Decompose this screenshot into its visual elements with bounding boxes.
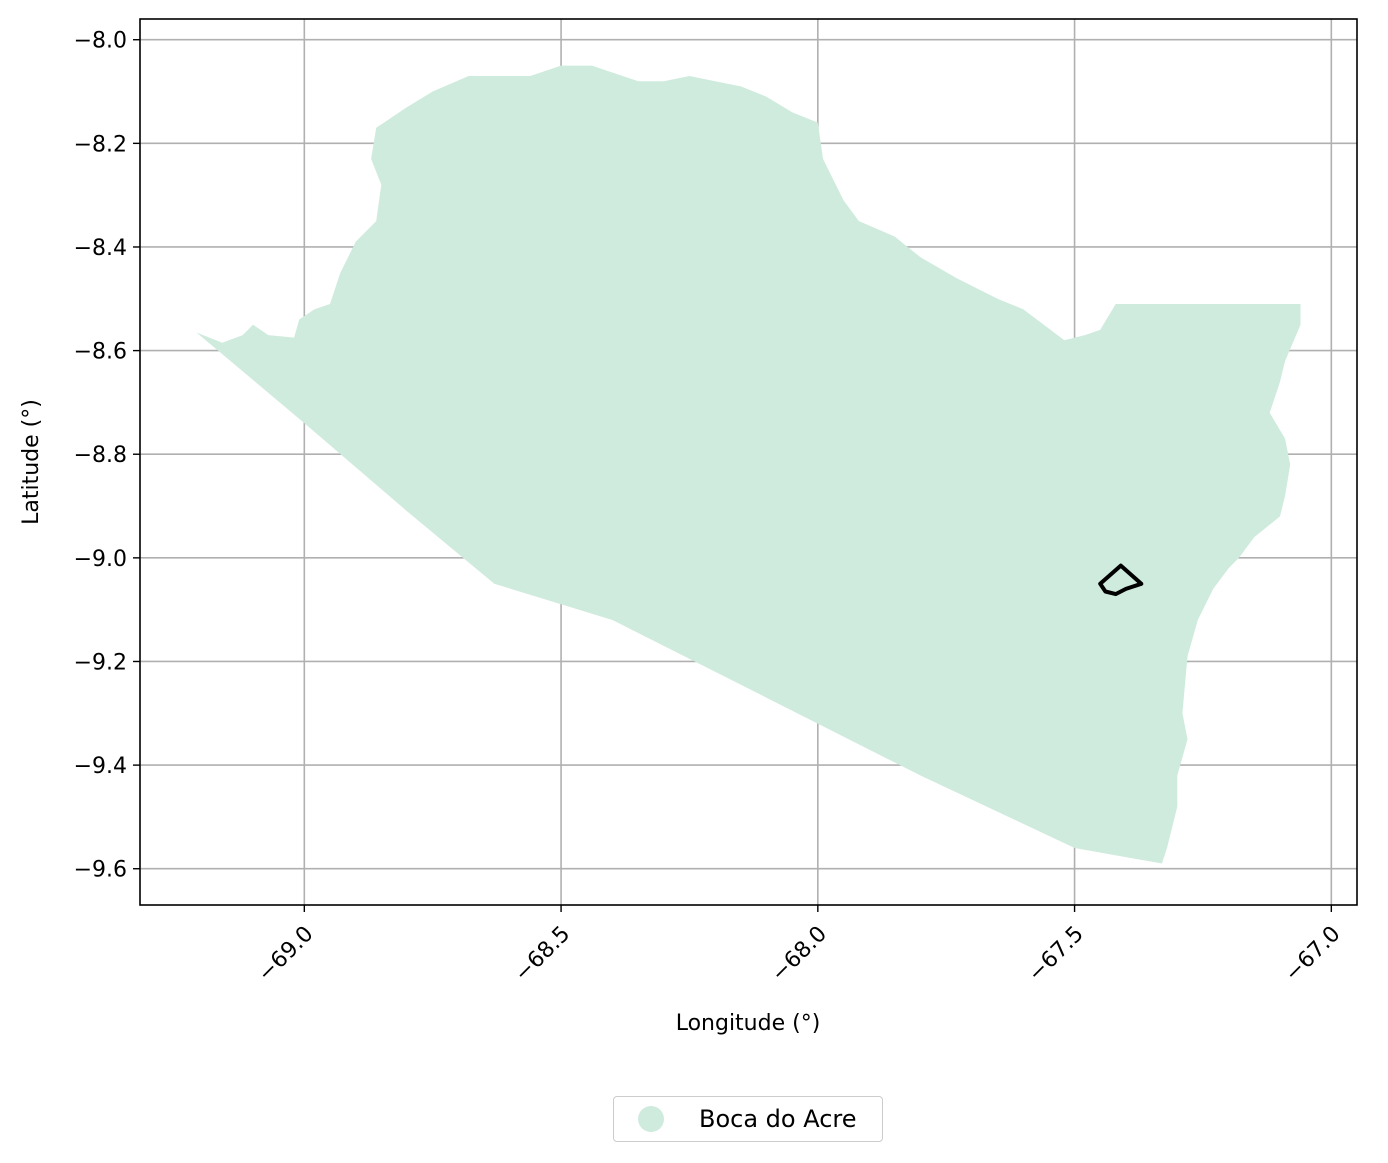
y-tick-label: −8.0 (74, 29, 127, 54)
y-tick-label: −8.4 (74, 236, 127, 261)
x-axis-ticks: −69.0 −68.5 −68.0 −67.5 −67.0 (253, 905, 1346, 987)
y-tick-label: −9.4 (74, 754, 127, 779)
y-tick-label: −8.2 (74, 132, 127, 157)
y-axis-ticks: −8.0 −8.2 −8.4 −8.6 −8.8 −9.0 −9.2 −9.4 −9.6 (74, 29, 140, 883)
y-tick-label: −9.6 (74, 858, 127, 883)
feature-outline (1098, 563, 1144, 597)
x-tick-label: −68.5 (510, 922, 575, 987)
y-tick-label: −9.0 (74, 547, 127, 572)
y-axis-label: Latitude (°) (19, 399, 44, 525)
legend-marker (638, 1106, 664, 1132)
x-tick-label: −67.0 (1280, 922, 1345, 987)
x-tick-label: −67.5 (1023, 922, 1088, 987)
legend: Boca do Acre (613, 1096, 883, 1142)
y-tick-label: −8.8 (74, 443, 127, 468)
x-axis-label: Longitude (°) (676, 1011, 821, 1036)
x-tick-label: −69.0 (253, 922, 318, 987)
axes-frame (139, 18, 1358, 906)
y-tick-label: −9.2 (74, 650, 127, 675)
legend-label-boca-do-acre: Boca do Acre (699, 1105, 857, 1133)
x-tick-label: −68.0 (767, 922, 832, 987)
region-polygon (196, 65, 1301, 864)
y-tick-label: −8.6 (74, 340, 127, 365)
